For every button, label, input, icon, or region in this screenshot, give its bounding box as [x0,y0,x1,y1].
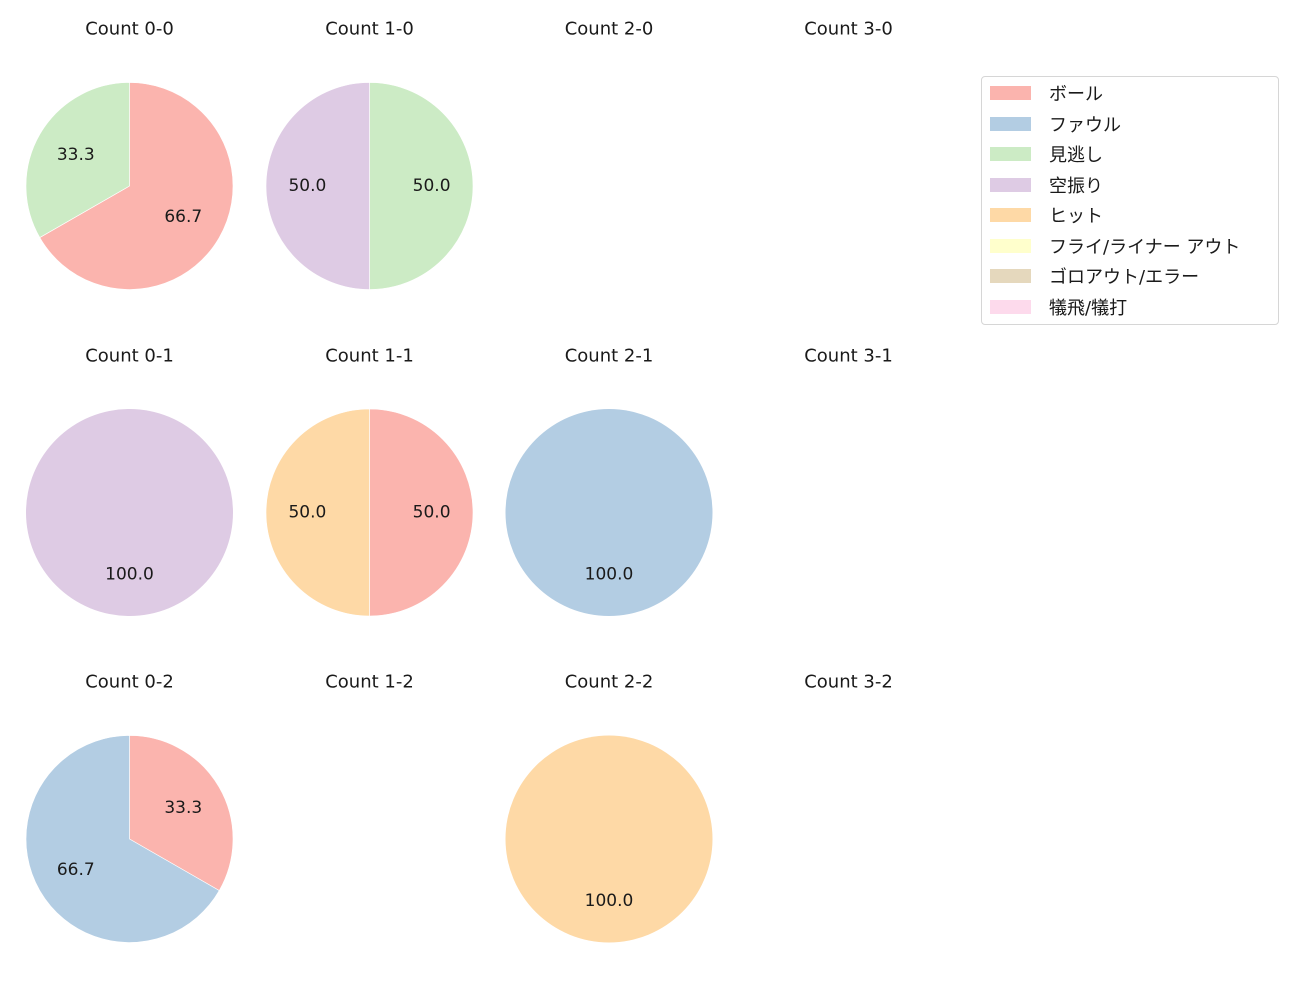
subplot-title: Count 2-2 [565,672,654,693]
legend-label: フライ/ライナー アウト [1049,236,1241,258]
pie-slice [26,409,233,616]
legend-item-called-strike: 見逃し [990,144,1103,166]
pie-subplot: Count 0-0 66.7 33.3 [25,19,234,290]
legend-swatch [990,116,1031,131]
slice-percentage-label: 50.0 [288,176,326,196]
subplot-title: Count 2-0 [565,19,654,40]
legend-swatch [990,300,1031,314]
slice-percentage-label: 100.0 [585,891,634,911]
pie-slice [369,82,474,290]
pie-subplot: Count 1-2 [325,672,414,693]
legend-label: ヒット [1049,206,1103,227]
pie-subplot: Count 3-2 [804,672,893,693]
legend-label: 見逃し [1049,145,1103,166]
legend-label: 空振り [1049,175,1103,197]
subplot-title: Count 3-2 [804,672,893,693]
subplot-title: Count 1-0 [325,19,414,40]
pie-slice [265,408,370,617]
pie-slice [25,82,130,238]
legend-label: 犠飛/犠打 [1049,298,1128,319]
slice-percentage-label: 66.7 [164,207,202,227]
legend-swatch [990,269,1031,283]
subplot-title: Count 3-1 [804,346,893,367]
slice-percentage-label: 33.3 [57,145,95,165]
legend-swatch [990,208,1031,222]
legend-item-swinging-strike: 空振り [990,175,1103,197]
legend-item-hit: ヒット [990,205,1103,227]
pie-subplot: Count 3-0 [804,19,893,40]
slice-percentage-label: 66.7 [57,860,95,880]
legend-swatch [990,238,1031,253]
pie-subplot: Count 2-0 [565,19,654,40]
pie-slice [505,735,713,943]
pie-slice [25,735,220,943]
chart-legend: ボール ファウル 見逃し 空振り ヒット フライ/ライナー アウト ゴロアウト/… [981,76,1279,325]
slice-percentage-label: 50.0 [413,503,451,523]
pie-subplot: Count 3-1 [804,346,893,367]
pie-subplot: Count 0-2 33.3 66.7 [25,672,234,943]
pie-slice [369,408,474,617]
subplot-title: Count 1-2 [325,672,414,693]
slice-percentage-label: 50.0 [413,176,451,196]
legend-item-foul: ファウル [990,114,1121,136]
slice-percentage-label: 33.3 [164,798,202,818]
pie-subplot: Count 1-0 50.0 50.0 [265,19,474,290]
subplot-title: Count 3-0 [804,19,893,40]
slice-percentage-label: 50.0 [288,503,326,523]
pie-subplot: Count 1-1 50.0 50.0 [265,346,474,617]
pie-slice [39,82,234,290]
slice-percentage-label: 100.0 [585,565,634,585]
legend-item-grounder-out-error: ゴロアウト/エラー [990,266,1199,288]
pie-subplot: Count 2-2 100.0 [505,672,713,943]
subplot-title: Count 0-0 [85,19,174,40]
legend-label: ゴロアウト/エラー [1049,267,1200,288]
pie-subplot: Count 2-1 100.0 [505,346,713,616]
subplot-title: Count 0-2 [85,672,174,693]
legend-swatch [990,86,1031,100]
legend-swatch [990,147,1031,161]
legend-item-sacrifice: 犠飛/犠打 [990,297,1127,319]
legend-swatch [990,177,1031,192]
slice-percentage-label: 100.0 [105,565,154,585]
legend-label: ファウル [1049,114,1121,136]
legend-item-fly-liner-out: フライ/ライナー アウト [990,236,1240,258]
legend-item-ball: ボール [990,83,1103,105]
subplot-title: Count 0-1 [85,346,174,367]
pie-slice [265,82,370,290]
pie-slice [129,735,234,891]
subplot-title: Count 2-1 [565,346,654,367]
legend-label: ボール [1049,84,1103,105]
pie-slice [505,409,713,616]
subplot-title: Count 1-1 [325,346,414,367]
pie-subplot: Count 0-1 100.0 [26,346,233,616]
